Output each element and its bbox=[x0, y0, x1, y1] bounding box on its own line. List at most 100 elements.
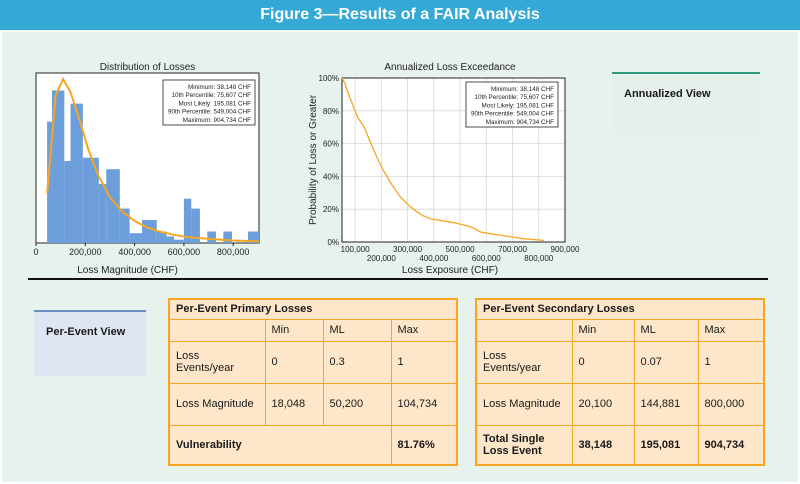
x-tick-label: 600,000 bbox=[472, 254, 501, 263]
stats-line: 10th Percentile: 75,607 CHF bbox=[475, 94, 555, 101]
table-header-row: Min ML Max bbox=[168, 318, 458, 342]
per-event-view-label: Per-Event View bbox=[46, 326, 126, 338]
table-cell: 50,200 bbox=[322, 382, 392, 426]
stats-box bbox=[162, 79, 256, 126]
y-tick-label: 100% bbox=[319, 74, 339, 83]
x-axis-label: Loss Exposure (CHF) bbox=[402, 265, 498, 276]
total-label-line1: Total Single bbox=[483, 432, 545, 445]
stats-box bbox=[465, 81, 559, 128]
fit-curve bbox=[46, 76, 260, 243]
x-tick-label: 800,000 bbox=[217, 247, 250, 257]
annualized-view-label: Annualized View bbox=[624, 88, 711, 100]
total-label-line2: Loss Event bbox=[483, 444, 542, 457]
histogram-bar bbox=[156, 231, 167, 243]
x-tick-label: 800,000 bbox=[524, 254, 553, 263]
header-cell: ML bbox=[322, 318, 392, 342]
table-cell: 0.07 bbox=[633, 340, 699, 384]
stats-line: Minimum: 38,148 CHF bbox=[491, 86, 554, 93]
x-tick-label: 500,000 bbox=[446, 245, 475, 254]
histogram-bar bbox=[129, 233, 142, 243]
total-ml: 195,081 bbox=[633, 424, 699, 466]
table-cell: 0.3 bbox=[322, 340, 392, 384]
row-label: Loss Magnitude bbox=[475, 382, 573, 426]
table-cell: 18,048 bbox=[264, 382, 324, 426]
stats-line: 10th Percentile: 75,607 CHF bbox=[172, 92, 252, 99]
y-tick-label: 40% bbox=[323, 172, 339, 181]
histogram-bar bbox=[207, 231, 216, 243]
histogram-bar bbox=[64, 161, 71, 243]
y-tick-label: 0% bbox=[327, 238, 339, 247]
histogram-bar bbox=[70, 103, 83, 243]
x-axis-label: Loss Magnitude (CHF) bbox=[77, 265, 178, 276]
histogram-bar bbox=[174, 239, 184, 243]
vulnerability-value: 81.76% bbox=[390, 424, 458, 466]
table-cell: 20,100 bbox=[571, 382, 635, 426]
x-tick-label: 700,000 bbox=[498, 245, 527, 254]
y-tick-label: 80% bbox=[323, 107, 339, 116]
stats-line: Most Likely: 195,081 CHF bbox=[482, 102, 555, 109]
table-row: Loss Events/year 0 0.07 1 bbox=[475, 340, 765, 384]
stats-line: Maximum: 904,734 CHF bbox=[486, 119, 554, 126]
header-cell bbox=[168, 318, 266, 342]
annualized-view-box[interactable]: Annualized View bbox=[612, 72, 760, 134]
exceedance-line bbox=[341, 77, 545, 242]
row-label: Loss Events/year bbox=[168, 340, 266, 384]
header-cell: Max bbox=[390, 318, 458, 342]
histogram-bar bbox=[98, 183, 107, 243]
table-row: Loss Magnitude 20,100 144,881 800,000 bbox=[475, 382, 765, 426]
header-cell: Min bbox=[264, 318, 324, 342]
y-axis-label: Probability of Loss or Greater bbox=[308, 94, 319, 225]
total-single-loss-label: Total Single Loss Event bbox=[475, 424, 573, 466]
stats-line: Minimum: 38,148 CHF bbox=[188, 84, 251, 91]
per-event-view-box[interactable]: Per-Event View bbox=[34, 310, 146, 376]
secondary-table-title: Per-Event Secondary Losses bbox=[475, 298, 765, 320]
table-cell: 800,000 bbox=[697, 382, 765, 426]
histogram-bar bbox=[183, 198, 192, 243]
figure-title: Figure 3—Results of a FAIR Analysis bbox=[0, 0, 800, 30]
header-cell: Max bbox=[697, 318, 765, 342]
y-tick-label: 20% bbox=[323, 205, 339, 214]
x-tick-label: 900,000 bbox=[551, 245, 580, 254]
x-tick-label: 100,000 bbox=[341, 245, 370, 254]
x-tick-label: 600,000 bbox=[168, 247, 201, 257]
row-label: Loss Magnitude bbox=[168, 382, 266, 426]
header-cell bbox=[475, 318, 573, 342]
table-cell: 1 bbox=[390, 340, 458, 384]
section-divider bbox=[28, 278, 768, 280]
x-tick-label: 200,000 bbox=[69, 247, 102, 257]
histogram-bar bbox=[106, 169, 120, 243]
distribution-chart: Distribution of Losses 0 200,000 400,000 600… bbox=[33, 62, 260, 276]
stats-line: 90th Percentile: 549,004 CHF bbox=[471, 111, 554, 118]
table-footer-row: Vulnerability 81.76% bbox=[168, 424, 458, 466]
table-footer-row: Total Single Loss Event 38,148 195,081 90… bbox=[475, 424, 765, 466]
histogram-bar bbox=[141, 220, 157, 243]
table-row: Loss Events/year 0 0.3 1 bbox=[168, 340, 458, 384]
histogram-bar bbox=[82, 157, 99, 243]
table-cell: 0 bbox=[571, 340, 635, 384]
x-tick-label: 0 bbox=[33, 247, 38, 257]
table-cell: 104,734 bbox=[390, 382, 458, 426]
secondary-losses-table: Per-Event Secondary Losses Min ML Max Lo… bbox=[475, 298, 765, 466]
stats-line: Maximum: 904,734 CHF bbox=[183, 117, 251, 124]
histogram-bar bbox=[223, 231, 232, 243]
stats-line: Most Likely: 195,081 CHF bbox=[179, 100, 252, 107]
header-cell: Min bbox=[571, 318, 635, 342]
table-cell: 0 bbox=[264, 340, 324, 384]
charts-area: Distribution of Losses 0 200,000 400,000 600… bbox=[33, 62, 580, 276]
primary-losses-table: Per-Event Primary Losses Min ML Max Loss… bbox=[168, 298, 458, 466]
plot-border bbox=[341, 77, 566, 243]
y-tick-label: 60% bbox=[323, 140, 339, 149]
histogram-bar bbox=[166, 236, 175, 243]
primary-table-title: Per-Event Primary Losses bbox=[168, 298, 458, 320]
histogram-bar bbox=[191, 208, 200, 243]
stats-line: 90th Percentile: 549,004 CHF bbox=[168, 109, 251, 116]
chart-title: Annualized Loss Exceedance bbox=[384, 62, 516, 73]
exceedance-chart: Annualized Loss Exceedance 0% 20% 40% 60% 80%… bbox=[308, 62, 580, 276]
table-cell: 1 bbox=[697, 340, 765, 384]
histogram-bar bbox=[47, 121, 53, 243]
vulnerability-label: Vulnerability bbox=[168, 424, 392, 466]
x-tick-label: 300,000 bbox=[393, 245, 422, 254]
table-cell: 144,881 bbox=[633, 382, 699, 426]
table-header-row: Min ML Max bbox=[475, 318, 765, 342]
histogram-bar bbox=[52, 90, 65, 243]
